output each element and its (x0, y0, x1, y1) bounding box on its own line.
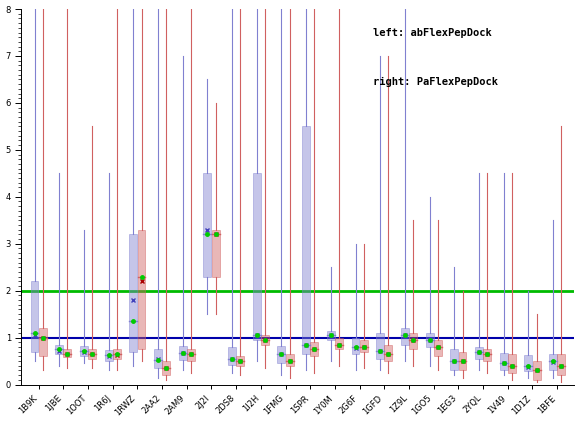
Bar (335, 338, 343, 349)
Bar (104, 350, 113, 361)
Bar (204, 173, 211, 277)
Bar (310, 342, 318, 357)
Bar (426, 333, 433, 347)
Bar (179, 346, 187, 360)
Bar (532, 361, 541, 380)
Bar (88, 349, 96, 359)
Bar (286, 354, 293, 366)
Bar (80, 346, 88, 357)
Bar (31, 281, 38, 352)
Bar (154, 349, 162, 368)
Bar (549, 354, 557, 371)
Bar (236, 357, 244, 366)
Bar (113, 349, 121, 359)
Bar (376, 333, 384, 359)
Bar (557, 354, 566, 375)
Bar (500, 353, 508, 371)
Bar (385, 345, 393, 361)
Bar (137, 230, 146, 349)
Bar (162, 361, 170, 375)
Bar (212, 230, 220, 277)
Bar (302, 126, 310, 354)
Text: right: PaFlexPepDock: right: PaFlexPepDock (372, 77, 498, 87)
Bar (187, 349, 195, 361)
Bar (524, 355, 532, 371)
Bar (351, 338, 360, 354)
Bar (450, 349, 458, 371)
Bar (253, 173, 260, 340)
Text: left: abFlexPepDock: left: abFlexPepDock (372, 28, 491, 38)
Bar (55, 345, 63, 354)
Bar (228, 347, 236, 365)
Bar (327, 330, 335, 340)
Bar (129, 234, 137, 352)
Bar (434, 340, 442, 357)
Bar (401, 328, 409, 345)
Bar (360, 340, 368, 352)
Bar (261, 335, 269, 345)
Bar (409, 333, 417, 349)
Bar (508, 354, 516, 373)
Bar (39, 328, 47, 357)
Bar (459, 352, 466, 371)
Bar (63, 349, 71, 357)
Bar (475, 347, 483, 359)
Bar (483, 349, 491, 361)
Bar (277, 346, 285, 363)
